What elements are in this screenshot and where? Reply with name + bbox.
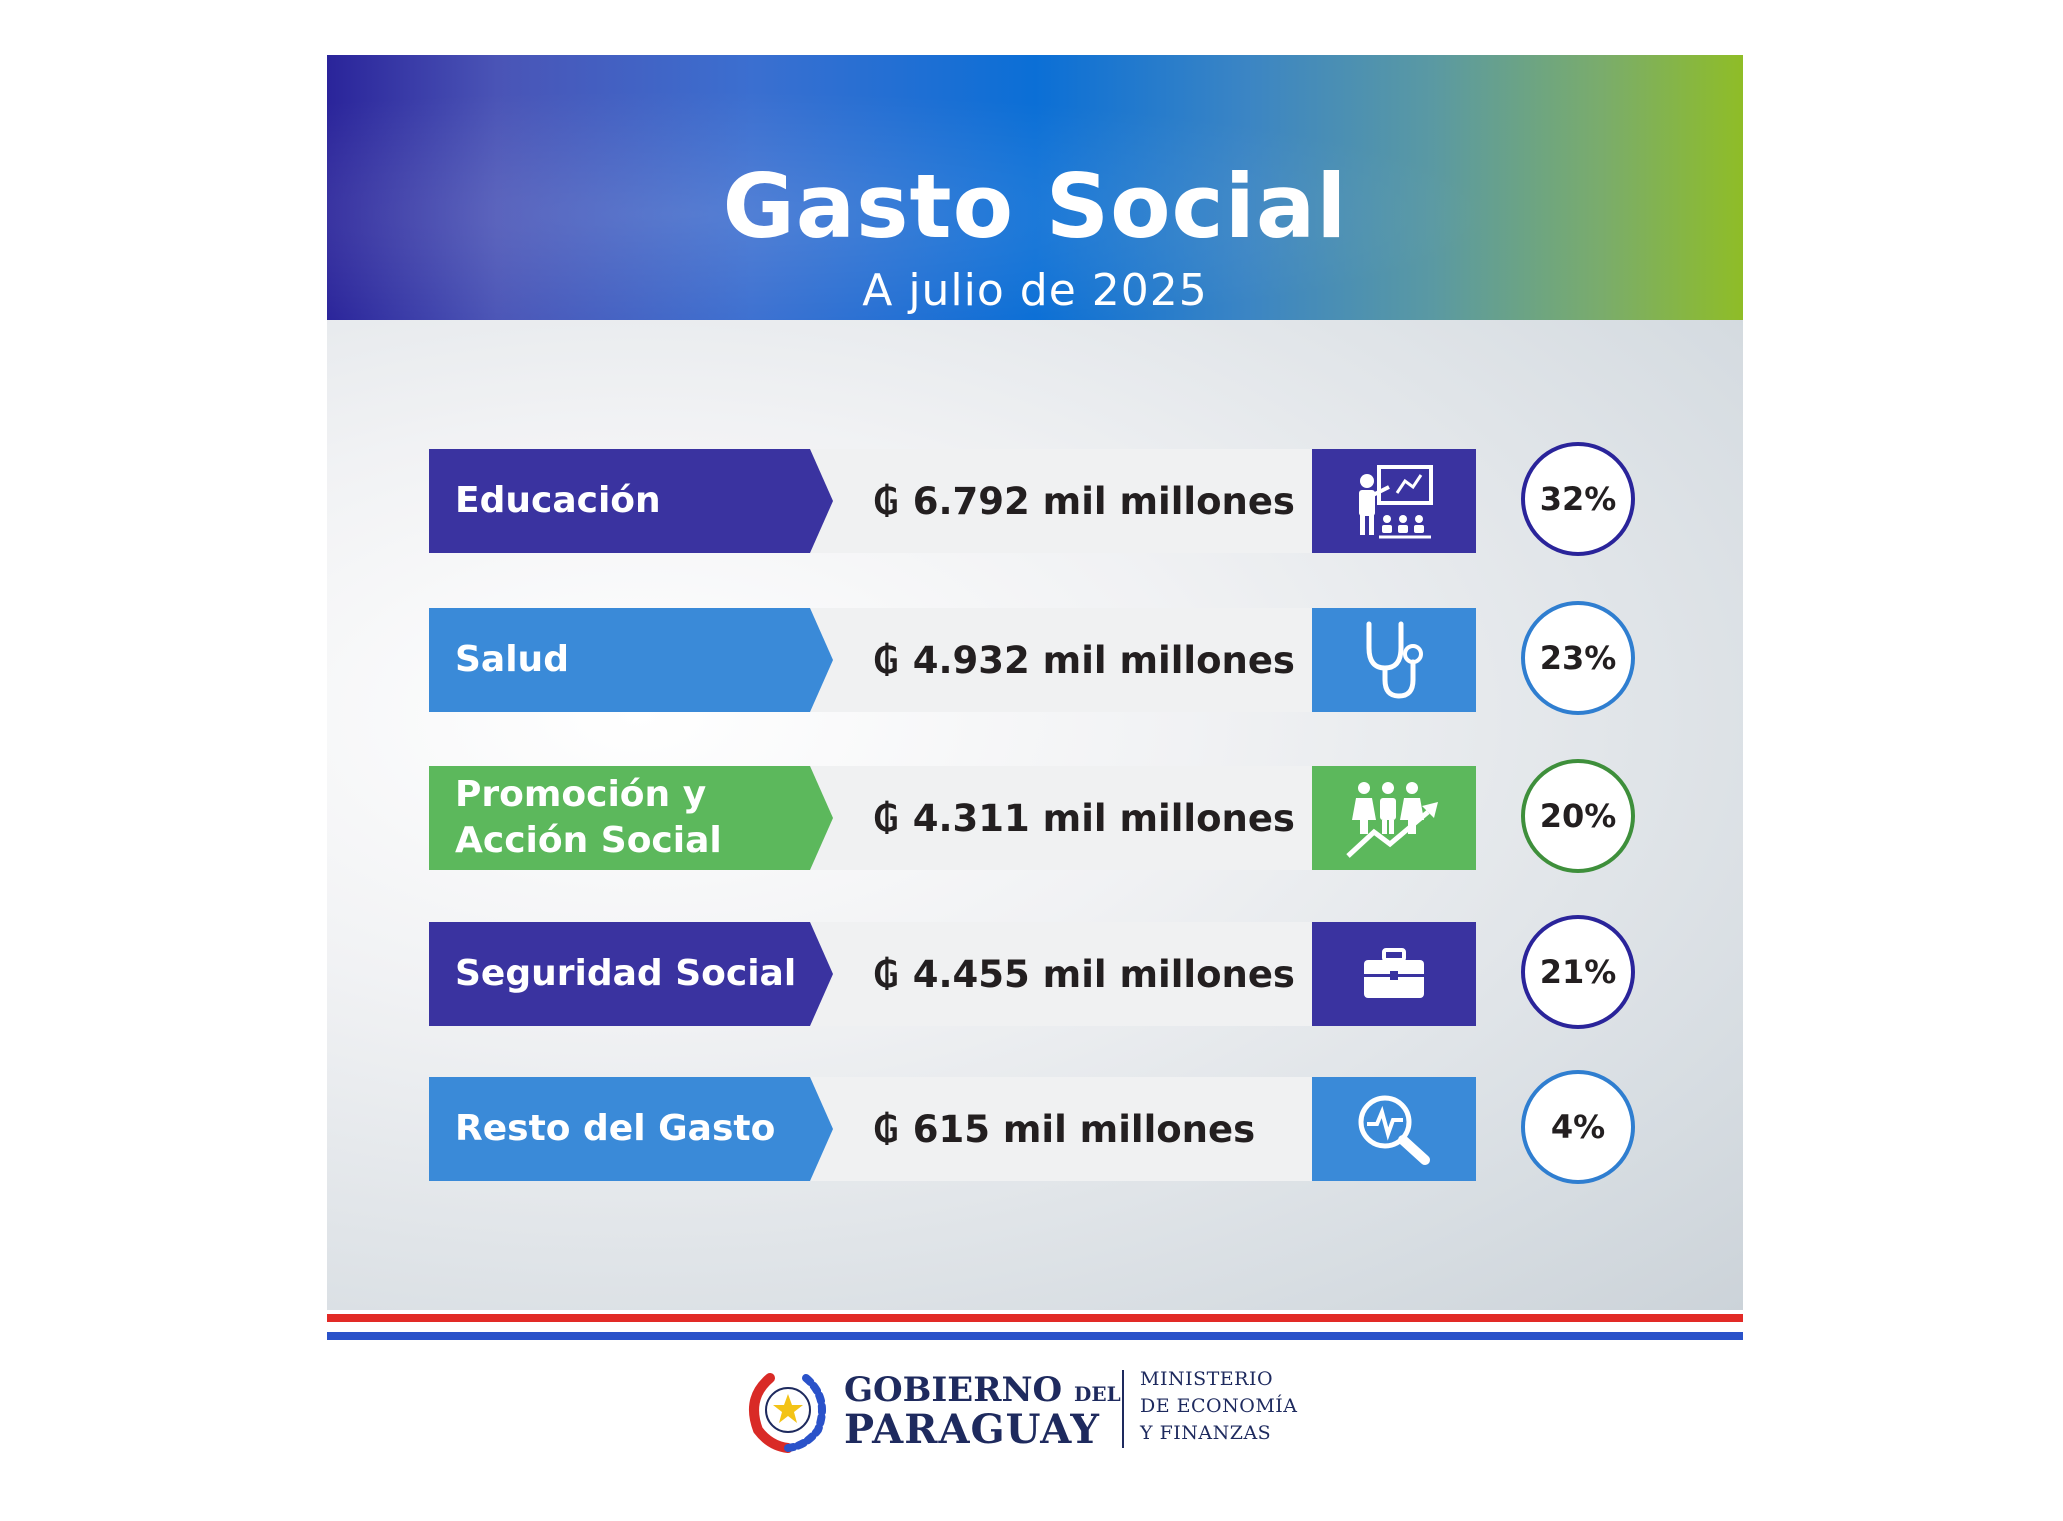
percent-badge: 4% (1521, 1070, 1635, 1184)
row-label-line-2: Acción Social (455, 820, 722, 861)
amount-value: 615 mil millones (912, 1107, 1256, 1151)
gov-word-gobierno: GOBIERNO (844, 1370, 1063, 1410)
percent-badge: 23% (1521, 601, 1635, 715)
percent-badge: 21% (1521, 915, 1635, 1029)
gov-line-1: GOBIERNO DEL (844, 1370, 1121, 1410)
percent-badge: 20% (1521, 759, 1635, 873)
row-label: Promoción y Acción Social (429, 766, 833, 870)
gov-line-2: PARAGUAY (844, 1406, 1100, 1453)
currency-symbol: ₲ (873, 638, 899, 682)
teacher-icon (1312, 449, 1476, 553)
page-title: Gasto Social (722, 155, 1348, 258)
row-amount: ₲ 6.792 mil millones (873, 449, 1295, 553)
coat-of-arms-icon (749, 1373, 826, 1453)
row-amount: ₲ 615 mil millones (873, 1077, 1255, 1181)
amount-value: 4.455 mil millones (912, 952, 1295, 996)
currency-symbol: ₲ (873, 796, 899, 840)
flag-stripe-red (327, 1314, 1743, 1322)
footer-divider (1122, 1370, 1124, 1448)
amount-value: 4.932 mil millones (912, 638, 1295, 682)
briefcase-icon (1312, 922, 1476, 1026)
magnifier-pulse-icon (1312, 1077, 1476, 1181)
ministry-line-1: MINISTERIO (1140, 1368, 1274, 1390)
row-seguridad-social: Seguridad Social ₲ 4.455 mil millones 21… (429, 915, 1644, 1029)
amount-value: 4.311 mil millones (912, 796, 1295, 840)
percent-badge: 32% (1521, 442, 1635, 556)
row-label: Salud (429, 608, 833, 712)
row-resto-del-gasto: Resto del Gasto ₲ 615 mil millones 4% (429, 1070, 1644, 1184)
amount-value: 6.792 mil millones (912, 479, 1295, 523)
row-promocion-accion-social: Promoción y Acción Social ₲ 4.311 mil mi… (429, 759, 1644, 873)
row-label: Resto del Gasto (429, 1077, 833, 1181)
stethoscope-icon (1312, 608, 1476, 712)
row-label: Seguridad Social (429, 922, 833, 1026)
row-amount: ₲ 4.932 mil millones (873, 608, 1295, 712)
currency-symbol: ₲ (873, 479, 899, 523)
row-educacion: Educación ₲ 6.792 mil millones 32% (429, 442, 1644, 556)
row-amount: ₲ 4.455 mil millones (873, 922, 1295, 1026)
gov-word-del: DEL (1074, 1382, 1121, 1406)
row-salud: Salud ₲ 4.932 mil millones 23% (429, 601, 1644, 715)
row-amount: ₲ 4.311 mil millones (873, 766, 1295, 870)
footer-logo: GOBIERNO DEL PARAGUAY MINISTERIO DE ECON… (740, 1368, 1340, 1458)
currency-symbol: ₲ (873, 1107, 899, 1151)
row-label: Educación (429, 449, 833, 553)
ministry-line-2: DE ECONOMÍA (1140, 1395, 1298, 1417)
header-banner: Gasto Social A julio de 2025 (327, 55, 1743, 320)
page-subtitle: A julio de 2025 (862, 265, 1208, 316)
row-label-line-1: Promoción y (455, 774, 707, 815)
people-growth-icon (1312, 766, 1476, 870)
ministry-line-3: Y FINANZAS (1140, 1422, 1272, 1444)
currency-symbol: ₲ (873, 952, 899, 996)
flag-stripe-blue (327, 1332, 1743, 1340)
